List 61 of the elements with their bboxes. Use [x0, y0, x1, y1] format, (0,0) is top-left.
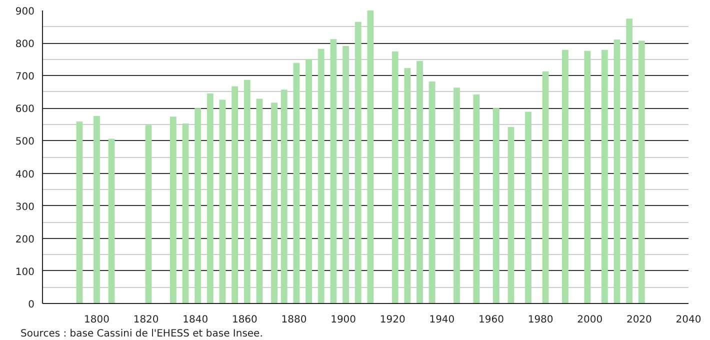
bar — [492, 108, 500, 304]
bar — [182, 123, 189, 304]
bar — [194, 108, 202, 304]
bar — [392, 52, 398, 304]
y-tick-label: 400 — [15, 169, 35, 180]
bar — [280, 90, 288, 304]
x-tick-label: 1840 — [182, 314, 208, 326]
bar — [293, 62, 300, 304]
bar — [367, 10, 374, 304]
bar — [614, 39, 620, 304]
bar — [170, 116, 176, 304]
y-tick-label: 100 — [15, 266, 35, 278]
bar — [626, 18, 633, 304]
y-tick-label: 500 — [15, 136, 35, 148]
x-tick-label: 1920 — [380, 314, 406, 326]
bar — [542, 71, 549, 304]
bar — [638, 40, 645, 304]
x-tick-label: 1800 — [84, 314, 110, 326]
bar — [508, 127, 514, 304]
bar — [454, 88, 460, 304]
bar — [404, 68, 411, 304]
x-tick-label: 1940 — [429, 314, 455, 326]
bar — [206, 94, 214, 304]
bar — [525, 112, 532, 304]
bar — [354, 22, 362, 304]
y-tick-label: 300 — [15, 202, 35, 213]
y-tick-label: 200 — [15, 234, 35, 246]
bar — [306, 59, 312, 304]
x-tick-label: 1980 — [528, 314, 554, 326]
x-tick-label: 2040 — [676, 314, 702, 326]
x-tick-label: 2020 — [626, 314, 652, 326]
bar — [330, 39, 337, 304]
bar — [94, 116, 100, 304]
bar — [108, 138, 115, 304]
source-note: Sources : base Cassini de l'EHESS et base Insee. — [20, 328, 263, 340]
bar — [256, 98, 263, 304]
bar — [584, 50, 591, 304]
bar — [145, 125, 152, 304]
x-tick-label: 1860 — [232, 314, 258, 326]
y-tick-label: 600 — [15, 104, 35, 116]
bar — [473, 94, 480, 304]
x-tick-label: 1900 — [330, 314, 356, 326]
bar — [562, 50, 568, 304]
bar — [416, 60, 423, 304]
x-tick-label: 1960 — [478, 314, 504, 326]
x-tick-label: 1880 — [281, 314, 307, 326]
bar — [318, 48, 324, 304]
bar — [428, 81, 436, 304]
bar — [601, 50, 608, 304]
bar — [271, 102, 278, 304]
y-tick-label: 800 — [15, 39, 35, 50]
bar — [342, 46, 349, 304]
x-tick-label: 2000 — [577, 314, 603, 326]
y-tick-label: 0 — [28, 300, 35, 310]
bar — [76, 122, 83, 304]
x-tick-label: 1820 — [133, 314, 159, 326]
y-tick-label: 900 — [15, 6, 35, 18]
bar — [232, 86, 238, 304]
bar — [244, 80, 250, 304]
y-tick-label: 700 — [15, 72, 35, 83]
bar — [219, 100, 226, 304]
